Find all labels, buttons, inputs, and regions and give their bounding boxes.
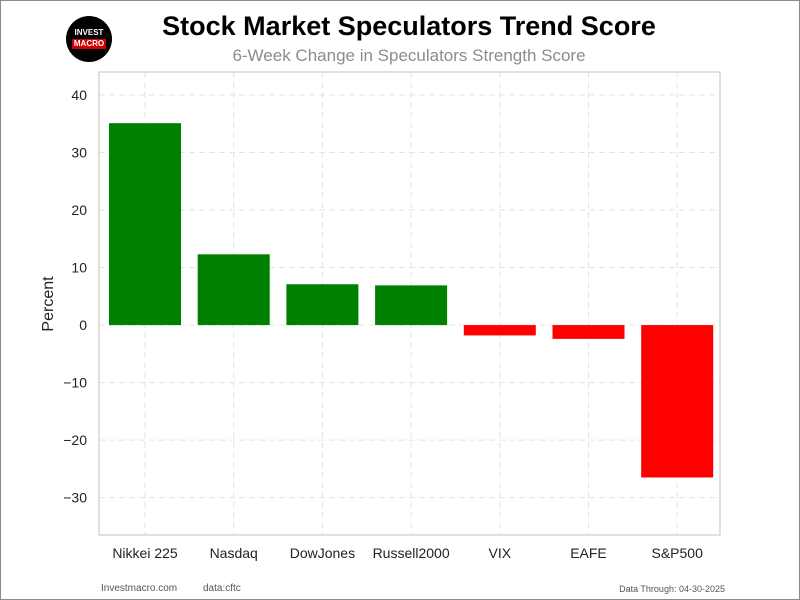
y-tick-label: −20 [63, 432, 87, 448]
footer-source: data:cftc [203, 583, 241, 594]
bar-eafe [552, 325, 625, 339]
y-tick-label: −30 [63, 490, 87, 506]
y-axis-label: Percent [40, 276, 57, 332]
bar-s-p500 [641, 325, 714, 478]
bars-layer [109, 123, 714, 478]
investmacro-logo: INVEST MACRO [66, 16, 112, 62]
x-tick-label: Nasdaq [210, 545, 258, 561]
footer-date: Data Through: 04-30-2025 [619, 584, 725, 594]
x-tick-label: Russell2000 [373, 545, 450, 561]
bar-dowjones [286, 284, 359, 326]
x-tick-labels: Nikkei 225 Nasdaq DowJones Russell2000 VIX EA… [112, 545, 703, 561]
y-tick-labels: −30 −20 −10 0 10 20 30 40 [63, 87, 87, 506]
y-tick-label: 20 [71, 202, 87, 218]
plot-area-border [98, 71, 721, 536]
x-tick-label: Nikkei 225 [112, 545, 178, 561]
x-tick-label: EAFE [570, 545, 607, 561]
x-tick-label: VIX [489, 545, 512, 561]
y-tick-label: −10 [63, 375, 87, 391]
logo-invest-text: INVEST [74, 28, 104, 37]
footer-site: Investmacro.com [101, 583, 178, 594]
chart-title: Stock Market Speculators Trend Score [162, 11, 656, 41]
y-tick-label: 30 [71, 145, 87, 161]
bar-nikkei-225 [109, 123, 181, 326]
bar-vix [463, 325, 536, 336]
chart-subtitle: 6-Week Change in Speculators Strength Sc… [232, 46, 586, 65]
x-tick-label: DowJones [290, 545, 355, 561]
bar-nasdaq [197, 254, 270, 326]
x-tick-label: S&P500 [652, 545, 704, 561]
y-tick-label: 0 [79, 317, 87, 333]
logo-macro-text: MACRO [72, 39, 106, 49]
y-tick-label: 10 [71, 260, 87, 276]
y-tick-label: 40 [71, 87, 87, 103]
bar-russell2000 [375, 285, 448, 326]
